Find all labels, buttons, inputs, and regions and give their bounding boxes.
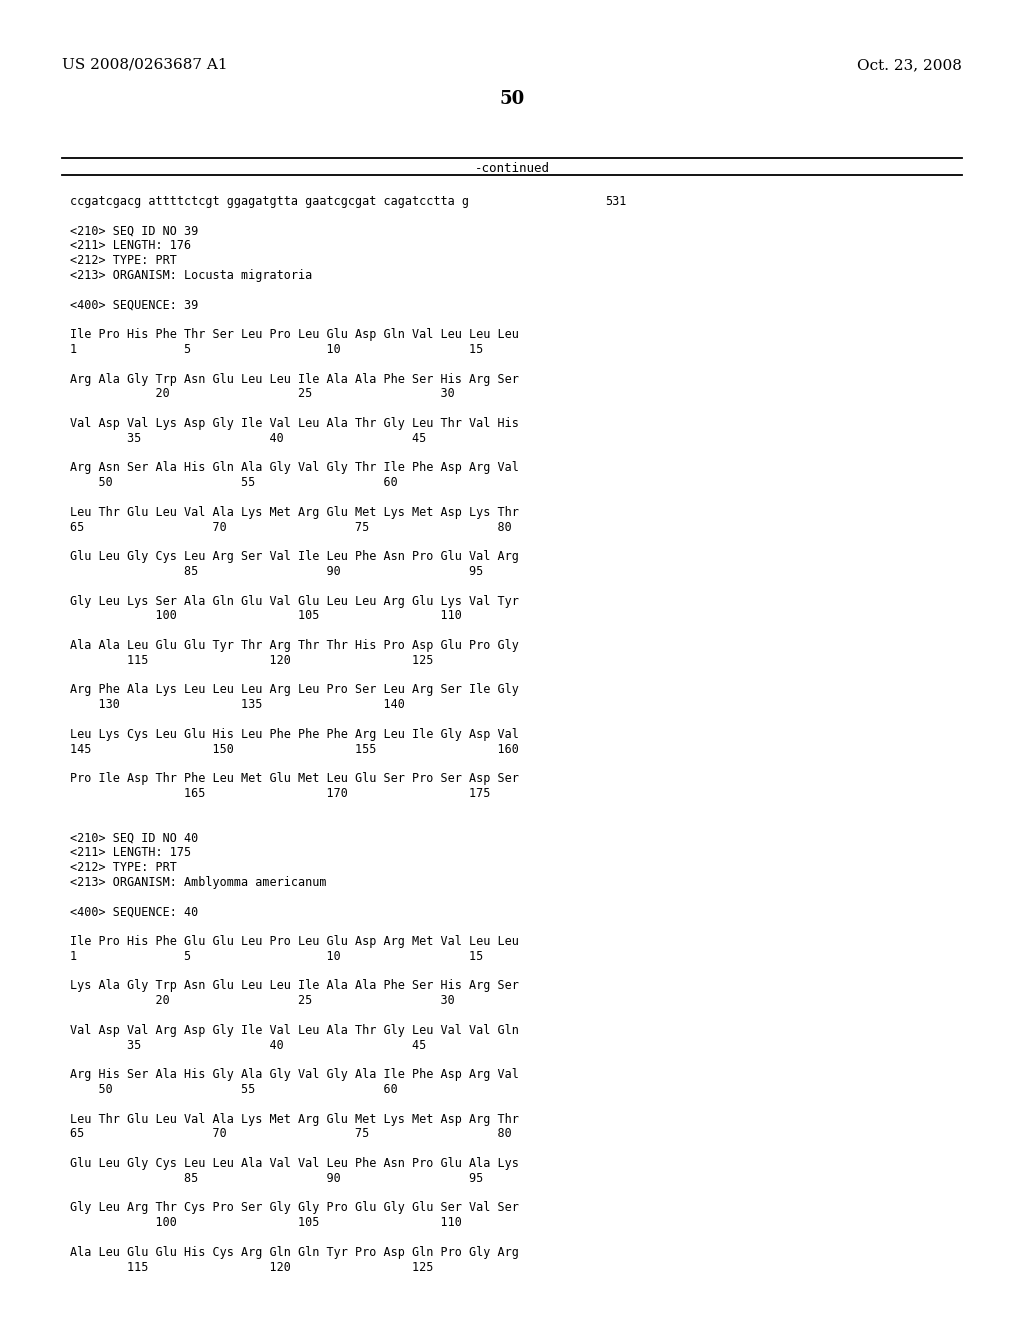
Text: 1               5                   10                  15: 1 5 10 15 — [70, 950, 483, 962]
Text: Arg Phe Ala Lys Leu Leu Leu Arg Leu Pro Ser Leu Arg Ser Ile Gly: Arg Phe Ala Lys Leu Leu Leu Arg Leu Pro … — [70, 684, 519, 697]
Text: <213> ORGANISM: Amblyomma americanum: <213> ORGANISM: Amblyomma americanum — [70, 875, 327, 888]
Text: <212> TYPE: PRT: <212> TYPE: PRT — [70, 255, 177, 267]
Text: 130                 135                 140: 130 135 140 — [70, 698, 404, 711]
Text: <210> SEQ ID NO 40: <210> SEQ ID NO 40 — [70, 832, 199, 845]
Text: Ala Ala Leu Glu Glu Tyr Thr Arg Thr Thr His Pro Asp Glu Pro Gly: Ala Ala Leu Glu Glu Tyr Thr Arg Thr Thr … — [70, 639, 519, 652]
Text: 50                  55                  60: 50 55 60 — [70, 1082, 397, 1096]
Text: Gly Leu Lys Ser Ala Gln Glu Val Glu Leu Leu Arg Glu Lys Val Tyr: Gly Leu Lys Ser Ala Gln Glu Val Glu Leu … — [70, 594, 519, 607]
Text: <211> LENGTH: 176: <211> LENGTH: 176 — [70, 239, 191, 252]
Text: 115                 120                 125: 115 120 125 — [70, 653, 433, 667]
Text: <212> TYPE: PRT: <212> TYPE: PRT — [70, 861, 177, 874]
Text: Arg Ala Gly Trp Asn Glu Leu Leu Ile Ala Ala Phe Ser His Arg Ser: Arg Ala Gly Trp Asn Glu Leu Leu Ile Ala … — [70, 372, 519, 385]
Text: Val Asp Val Lys Asp Gly Ile Val Leu Ala Thr Gly Leu Thr Val His: Val Asp Val Lys Asp Gly Ile Val Leu Ala … — [70, 417, 519, 430]
Text: 35                  40                  45: 35 40 45 — [70, 1039, 426, 1052]
Text: -continued: -continued — [474, 162, 550, 176]
Text: Glu Leu Gly Cys Leu Leu Ala Val Val Leu Phe Asn Pro Glu Ala Lys: Glu Leu Gly Cys Leu Leu Ala Val Val Leu … — [70, 1158, 519, 1170]
Text: 145                 150                 155                 160: 145 150 155 160 — [70, 743, 519, 755]
Text: ccgatcgacg attttctcgt ggagatgtta gaatcgcgat cagatcctta g: ccgatcgacg attttctcgt ggagatgtta gaatcgc… — [70, 195, 469, 209]
Text: US 2008/0263687 A1: US 2008/0263687 A1 — [62, 58, 227, 73]
Text: Pro Ile Asp Thr Phe Leu Met Glu Met Leu Glu Ser Pro Ser Asp Ser: Pro Ile Asp Thr Phe Leu Met Glu Met Leu … — [70, 772, 519, 785]
Text: Arg His Ser Ala His Gly Ala Gly Val Gly Ala Ile Phe Asp Arg Val: Arg His Ser Ala His Gly Ala Gly Val Gly … — [70, 1068, 519, 1081]
Text: Ala Leu Glu Glu His Cys Arg Gln Gln Tyr Pro Asp Gln Pro Gly Arg: Ala Leu Glu Glu His Cys Arg Gln Gln Tyr … — [70, 1246, 519, 1259]
Text: <211> LENGTH: 175: <211> LENGTH: 175 — [70, 846, 191, 859]
Text: Gly Leu Arg Thr Cys Pro Ser Gly Gly Pro Glu Gly Glu Ser Val Ser: Gly Leu Arg Thr Cys Pro Ser Gly Gly Pro … — [70, 1201, 519, 1214]
Text: <400> SEQUENCE: 40: <400> SEQUENCE: 40 — [70, 906, 199, 919]
Text: 35                  40                  45: 35 40 45 — [70, 432, 426, 445]
Text: 1               5                   10                  15: 1 5 10 15 — [70, 343, 483, 356]
Text: Glu Leu Gly Cys Leu Arg Ser Val Ile Leu Phe Asn Pro Glu Val Arg: Glu Leu Gly Cys Leu Arg Ser Val Ile Leu … — [70, 550, 519, 564]
Text: 85                  90                  95: 85 90 95 — [70, 565, 483, 578]
Text: Ile Pro His Phe Glu Glu Leu Pro Leu Glu Asp Arg Met Val Leu Leu: Ile Pro His Phe Glu Glu Leu Pro Leu Glu … — [70, 935, 519, 948]
Text: <213> ORGANISM: Locusta migratoria: <213> ORGANISM: Locusta migratoria — [70, 269, 312, 282]
Text: 165                 170                 175: 165 170 175 — [70, 787, 490, 800]
Text: 20                  25                  30: 20 25 30 — [70, 994, 455, 1007]
Text: 65                  70                  75                  80: 65 70 75 80 — [70, 520, 512, 533]
Text: 20                  25                  30: 20 25 30 — [70, 387, 455, 400]
Text: Leu Thr Glu Leu Val Ala Lys Met Arg Glu Met Lys Met Asp Lys Thr: Leu Thr Glu Leu Val Ala Lys Met Arg Glu … — [70, 506, 519, 519]
Text: 65                  70                  75                  80: 65 70 75 80 — [70, 1127, 512, 1140]
Text: Oct. 23, 2008: Oct. 23, 2008 — [857, 58, 962, 73]
Text: 85                  90                  95: 85 90 95 — [70, 1172, 483, 1185]
Text: 50                  55                  60: 50 55 60 — [70, 477, 397, 490]
Text: 100                 105                 110: 100 105 110 — [70, 1216, 462, 1229]
Text: Leu Thr Glu Leu Val Ala Lys Met Arg Glu Met Lys Met Asp Arg Thr: Leu Thr Glu Leu Val Ala Lys Met Arg Glu … — [70, 1113, 519, 1126]
Text: 531: 531 — [605, 195, 627, 209]
Text: Lys Ala Gly Trp Asn Glu Leu Leu Ile Ala Ala Phe Ser His Arg Ser: Lys Ala Gly Trp Asn Glu Leu Leu Ile Ala … — [70, 979, 519, 993]
Text: <400> SEQUENCE: 39: <400> SEQUENCE: 39 — [70, 298, 199, 312]
Text: Ile Pro His Phe Thr Ser Leu Pro Leu Glu Asp Gln Val Leu Leu Leu: Ile Pro His Phe Thr Ser Leu Pro Leu Glu … — [70, 329, 519, 341]
Text: Leu Lys Cys Leu Glu His Leu Phe Phe Phe Arg Leu Ile Gly Asp Val: Leu Lys Cys Leu Glu His Leu Phe Phe Phe … — [70, 727, 519, 741]
Text: Val Asp Val Arg Asp Gly Ile Val Leu Ala Thr Gly Leu Val Val Gln: Val Asp Val Arg Asp Gly Ile Val Leu Ala … — [70, 1024, 519, 1036]
Text: <210> SEQ ID NO 39: <210> SEQ ID NO 39 — [70, 224, 199, 238]
Text: Arg Asn Ser Ala His Gln Ala Gly Val Gly Thr Ile Phe Asp Arg Val: Arg Asn Ser Ala His Gln Ala Gly Val Gly … — [70, 462, 519, 474]
Text: 115                 120                 125: 115 120 125 — [70, 1261, 433, 1274]
Text: 100                 105                 110: 100 105 110 — [70, 610, 462, 623]
Text: 50: 50 — [500, 90, 524, 108]
